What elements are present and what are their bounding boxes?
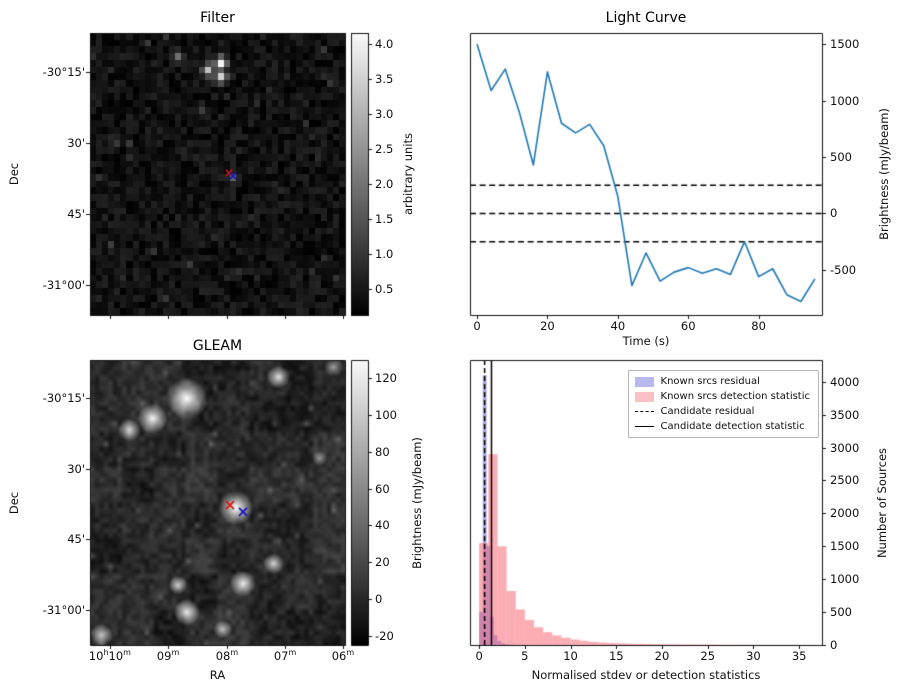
histogram-legend: Known srcs residual Known srcs detection… — [627, 370, 819, 438]
known-srcs-residual-swatch — [634, 376, 654, 387]
candidate-detection-line-swatch — [634, 426, 654, 427]
legend-label-known-srcs-residual: Known srcs residual — [660, 376, 760, 387]
legend-label-candidate-residual: Candidate residual — [660, 406, 755, 417]
candidate-residual-line-swatch — [634, 411, 654, 412]
legend-label-known-srcs-detection: Known srcs detection statistic — [660, 391, 810, 402]
legend-label-candidate-detection: Candidate detection statistic — [660, 421, 805, 432]
legend-row: Candidate residual — [634, 406, 810, 417]
legend-row: Known srcs residual — [634, 376, 810, 387]
legend-row: Candidate detection statistic — [634, 421, 810, 432]
legend-row: Known srcs detection statistic — [634, 391, 810, 402]
known-srcs-detection-swatch — [634, 391, 654, 402]
